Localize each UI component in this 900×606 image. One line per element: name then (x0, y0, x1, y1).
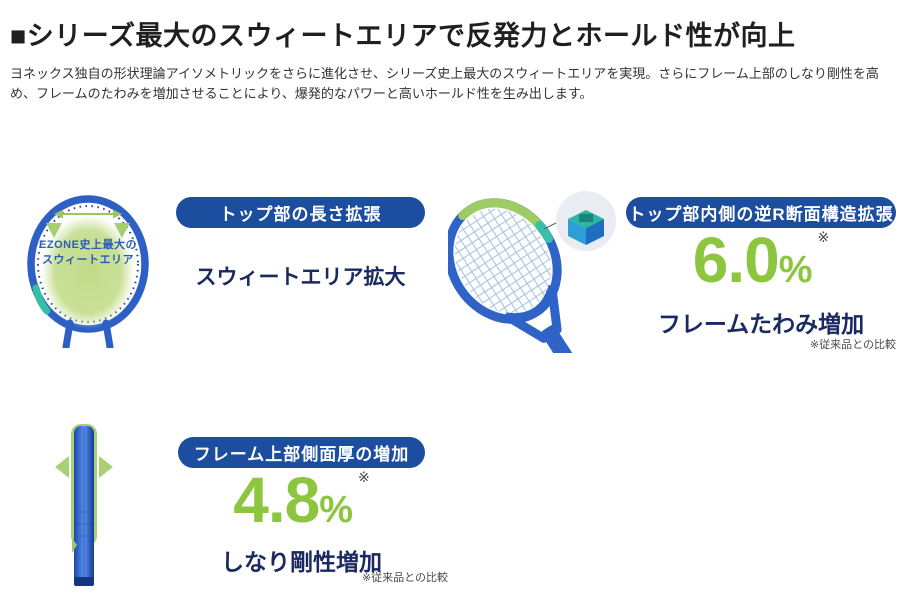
corner-wedge-left-icon (46, 223, 62, 238)
flex-rigidity-note-mark: ※ (358, 469, 370, 485)
feature-badge-reverse-r-section: トップ部内側の逆R断面構造拡張 (626, 197, 896, 228)
flex-rigidity-footnote: ※従来品との比較 (361, 572, 448, 584)
green-frame-highlight (458, 198, 544, 230)
flex-rigidity-value: 4.8 (233, 464, 320, 536)
flex-rigidity-unit: % (319, 489, 354, 531)
feature-badge-top-length: トップ部の長さ拡張 (176, 197, 425, 228)
frame-flex-note-mark: ※ (817, 229, 830, 245)
frame-flex-stat: 6.0%※ (626, 222, 896, 298)
sweet-area-label-line1: EZONE史上最大の (39, 239, 137, 251)
section-description: ヨネックス独自の形状理論アイソメトリックをさらに進化させ、シリーズ史上最大のスウ… (10, 66, 879, 101)
cross-section-inset (556, 191, 616, 251)
thickness-arrow-right-icon (99, 456, 113, 478)
feature-badge-side-thickness: フレーム上部側面厚の増加 (178, 437, 425, 468)
frame-flex-unit: % (778, 249, 813, 291)
thickness-arrow-left-icon (55, 456, 69, 478)
frame-flex-value: 6.0 (692, 224, 780, 296)
flex-rigidity-stat: 4.8%※ (178, 462, 425, 538)
section-title: ■シリーズ最大のスウィートエリアで反発力とホールド性が向上 (10, 21, 796, 51)
racket-photo (448, 190, 616, 353)
flex-rigidity-result-text: しなり剛性増加 (221, 549, 382, 575)
frame-flex-result-text: フレームたわみ増加 (657, 311, 865, 337)
sweet-area-label: EZONE史上最大の スウィートエリア (30, 238, 146, 268)
racket-head-diagram (27, 195, 149, 348)
corner-wedge-right-icon (114, 223, 130, 238)
sweet-area-result-text: スウィートエリア拡大 (195, 266, 406, 289)
frame-flex-footnote: ※従来品との比較 (809, 339, 896, 351)
shaft-side-view (55, 424, 113, 586)
sweet-area-label-line2: スウィートエリア (42, 254, 134, 266)
width-expand-arrow-icon (54, 209, 122, 219)
